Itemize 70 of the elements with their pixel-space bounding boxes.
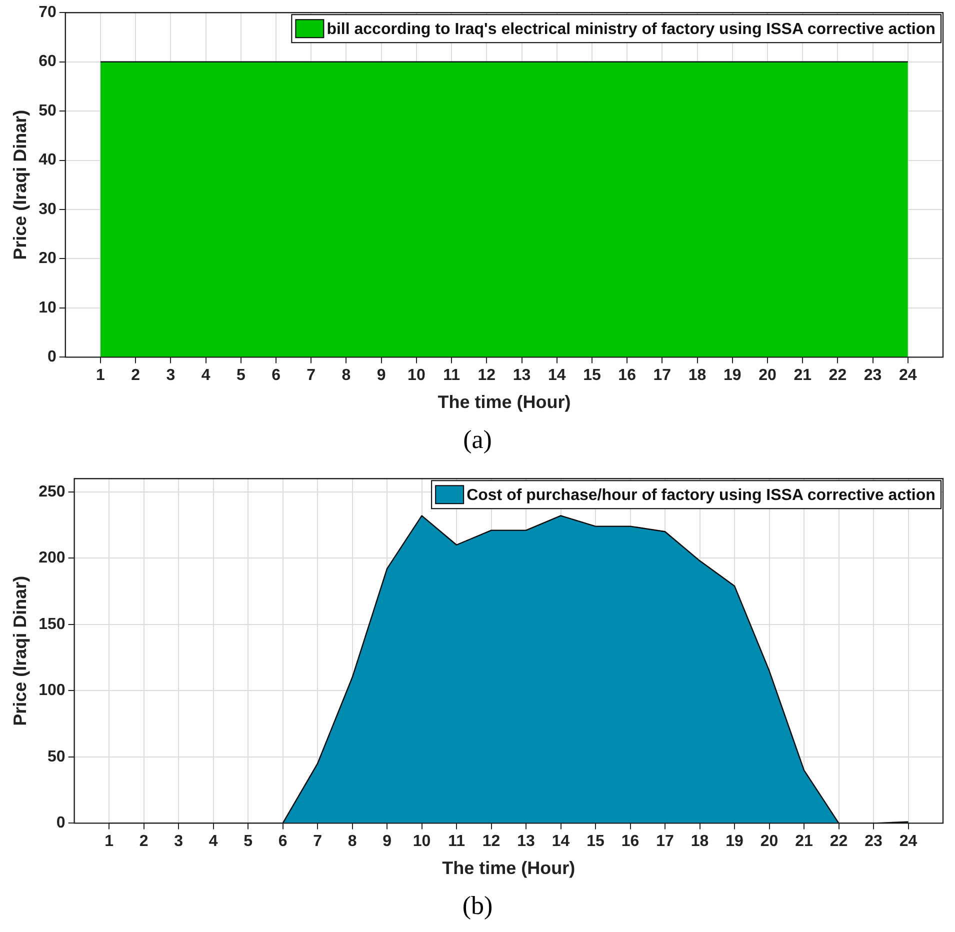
x-tick-label: 24 <box>899 833 918 850</box>
x-tick-label: 1 <box>96 367 106 384</box>
x-tick-label: 3 <box>174 833 184 850</box>
y-tick-label: 0 <box>47 348 56 366</box>
y-tick-label: 150 <box>38 616 66 633</box>
x-tick-label: 18 <box>690 833 709 850</box>
x-tick-label: 22 <box>828 367 847 384</box>
x-tick-label: 3 <box>166 367 176 384</box>
x-tick-label: 19 <box>726 833 744 850</box>
x-tick-label: 17 <box>656 833 674 850</box>
x-tick-label: 22 <box>830 833 848 850</box>
x-tick-label: 16 <box>618 367 636 384</box>
legend-label: Cost of purchase/hour of factory using ISSA corrective action <box>466 487 936 504</box>
x-tick-label: 21 <box>794 367 812 384</box>
y-tick-label: 40 <box>38 152 56 169</box>
x-tick-label: 13 <box>517 833 536 850</box>
x-tick-label: 2 <box>131 367 140 384</box>
x-tick-label: 23 <box>864 367 882 384</box>
x-tick-label: 7 <box>306 367 316 384</box>
y-tick-label: 100 <box>38 682 66 700</box>
x-tick-label: 10 <box>412 833 431 850</box>
y-tick-label: 30 <box>38 200 56 218</box>
x-tick-label: 20 <box>760 833 778 850</box>
y-tick-label: 50 <box>48 748 66 766</box>
x-tick-label: 11 <box>448 833 466 850</box>
x-tick-label: 4 <box>208 833 218 850</box>
x-tick-label: 24 <box>898 367 917 384</box>
x-tick-label: 13 <box>512 367 531 384</box>
y-tick-label: 0 <box>56 814 66 832</box>
x-tick-label: 16 <box>621 833 640 850</box>
text: (a) <box>462 424 493 456</box>
y-tick-label: 60 <box>38 53 56 70</box>
x-tick-label: 12 <box>478 367 496 384</box>
x-tick-label: 12 <box>482 833 500 850</box>
x-tick-label: 14 <box>552 833 570 850</box>
y-tick-label: 250 <box>38 483 66 500</box>
x-axis-title: The time (Hour) <box>438 392 571 412</box>
x-tick-label: 10 <box>408 367 426 384</box>
x-tick-label: 7 <box>313 833 322 850</box>
x-axis-title: The time (Hour) <box>442 858 576 878</box>
x-tick-label: 5 <box>244 833 253 850</box>
x-tick-label: 11 <box>443 367 460 384</box>
x-tick-label: 8 <box>342 367 351 384</box>
x-tick-label: 6 <box>278 833 288 850</box>
y-tick-label: 20 <box>38 250 56 268</box>
y-axis-title: Price (Iraqi Dinar) <box>10 110 30 260</box>
y-tick-label: 70 <box>38 4 56 22</box>
x-tick-label: 15 <box>586 833 605 850</box>
legend-label: bill according to Iraq's electrical ministry of factory using ISSA corrective action <box>326 21 936 38</box>
x-tick-label: 8 <box>348 833 357 850</box>
x-tick-label: 20 <box>758 367 776 384</box>
x-tick-label: 2 <box>139 833 148 850</box>
x-tick-label: 5 <box>236 367 246 384</box>
x-tick-label: 1 <box>104 833 114 850</box>
x-tick-label: 4 <box>201 367 210 384</box>
y-tick-label: 10 <box>38 299 56 316</box>
text: (b) <box>461 890 494 922</box>
x-tick-label: 14 <box>548 367 566 384</box>
x-tick-label: 6 <box>272 367 281 384</box>
x-tick-label: 21 <box>795 833 814 850</box>
y-tick-label: 200 <box>38 550 66 567</box>
x-tick-label: 23 <box>864 833 883 850</box>
x-tick-label: 9 <box>382 833 392 850</box>
y-tick-label: 50 <box>38 102 56 120</box>
x-tick-label: 9 <box>376 367 386 384</box>
x-tick-label: 19 <box>723 367 742 384</box>
x-tick-label: 17 <box>653 367 672 384</box>
x-tick-label: 18 <box>688 367 706 384</box>
x-tick-label: 15 <box>583 367 601 384</box>
y-axis-title: Price (Iraqi Dinar) <box>10 576 30 726</box>
